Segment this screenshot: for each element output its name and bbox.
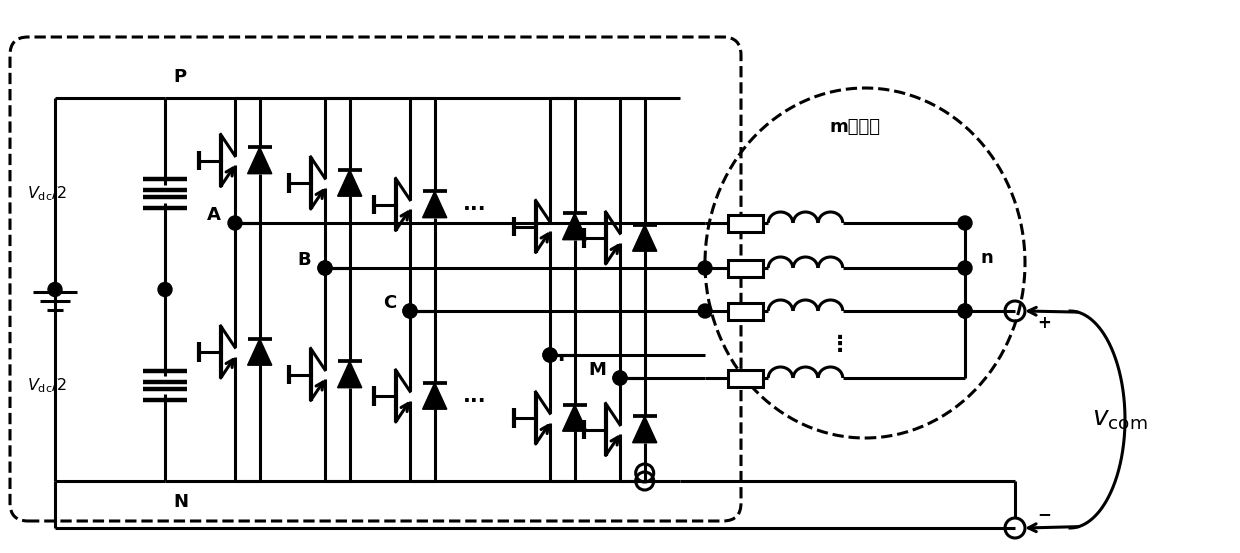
Text: A: A [207,206,221,224]
Circle shape [403,304,417,318]
Circle shape [698,261,712,275]
Circle shape [403,304,417,318]
Bar [728,215,763,232]
Circle shape [959,261,972,275]
Circle shape [543,348,557,362]
Circle shape [613,371,627,385]
Circle shape [543,348,557,362]
Bar [728,369,763,387]
Polygon shape [632,225,657,251]
Bar [728,259,763,276]
Polygon shape [337,170,362,196]
Circle shape [317,261,332,275]
Text: P: P [174,68,186,86]
Polygon shape [423,191,446,218]
Text: $V_{\rm dc}/2$: $V_{\rm dc}/2$ [27,184,67,203]
Text: $\mathit{v}_{\rm com}$: $\mathit{v}_{\rm com}$ [1091,407,1147,432]
Circle shape [959,304,972,318]
Circle shape [317,261,332,275]
Circle shape [157,283,172,296]
Text: ⋮: ⋮ [828,335,851,354]
Circle shape [48,283,62,296]
Text: C: C [383,294,396,312]
Circle shape [613,371,627,385]
Circle shape [698,304,712,318]
Text: −: − [1037,505,1050,523]
Text: M: M [588,361,606,379]
Circle shape [959,216,972,230]
Text: ...: ... [464,195,487,215]
Text: n: n [980,249,993,267]
Polygon shape [563,213,587,239]
Circle shape [959,304,972,318]
Polygon shape [423,383,446,409]
Polygon shape [563,405,587,431]
Polygon shape [248,339,272,365]
Text: B: B [298,251,311,269]
Text: +: + [1037,314,1050,332]
Circle shape [228,216,242,230]
Text: $V_{\rm dc}/2$: $V_{\rm dc}/2$ [27,376,67,395]
Text: m相电机: m相电机 [830,117,880,135]
Polygon shape [337,361,362,388]
Polygon shape [248,147,272,174]
Polygon shape [632,416,657,443]
Text: ...: ... [464,386,487,406]
Text: ...: ... [543,345,567,365]
Text: N: N [174,493,188,511]
Bar [728,302,763,320]
